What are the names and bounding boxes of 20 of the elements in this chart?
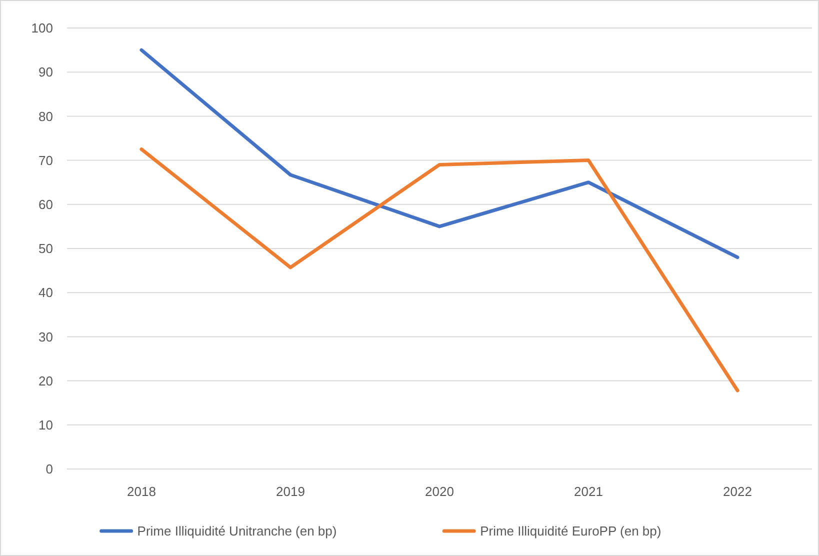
x-tick-label: 2021 xyxy=(574,484,603,499)
y-tick-label: 20 xyxy=(38,373,53,388)
x-tick-label: 2018 xyxy=(127,484,156,499)
y-tick-label: 60 xyxy=(38,196,53,212)
y-tick-label: 80 xyxy=(38,108,53,124)
line-series xyxy=(140,48,740,260)
y-tick-label: 0 xyxy=(46,462,53,477)
y-tick-label: 100 xyxy=(31,20,53,36)
x-tick-label: 2020 xyxy=(425,484,454,499)
y-tick-label: 30 xyxy=(38,329,53,344)
legend-label: Prime Illiquidité Unitranche (en bp) xyxy=(137,524,337,539)
x-tick-label: 2019 xyxy=(276,484,305,499)
x-tick-label: 2022 xyxy=(723,484,752,499)
line-series xyxy=(140,148,740,392)
y-tick-label: 90 xyxy=(38,64,53,80)
y-tick-label: 70 xyxy=(38,152,53,168)
y-tick-label: 10 xyxy=(38,417,53,432)
legend-label: Prime Illiquidité EuroPP (en bp) xyxy=(480,524,662,539)
y-tick-label: 50 xyxy=(38,241,53,256)
y-tick-label: 40 xyxy=(38,285,53,300)
